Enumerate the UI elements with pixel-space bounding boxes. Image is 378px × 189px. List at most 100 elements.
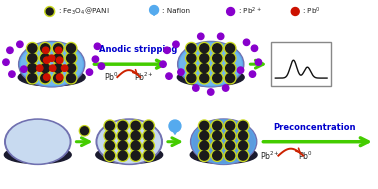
Circle shape <box>224 72 236 84</box>
Text: : Pb$^{2+}$: : Pb$^{2+}$ <box>238 6 261 17</box>
Circle shape <box>52 43 64 54</box>
Text: Preconcentration: Preconcentration <box>273 123 356 132</box>
Circle shape <box>105 131 114 140</box>
Circle shape <box>166 73 172 79</box>
Circle shape <box>131 141 140 150</box>
Circle shape <box>291 8 299 15</box>
Circle shape <box>173 41 179 47</box>
Circle shape <box>28 74 37 83</box>
Circle shape <box>144 141 153 150</box>
Circle shape <box>200 121 209 130</box>
Ellipse shape <box>179 42 243 86</box>
Circle shape <box>117 150 129 161</box>
Ellipse shape <box>5 146 71 164</box>
Circle shape <box>213 131 222 140</box>
Circle shape <box>118 141 127 150</box>
Circle shape <box>45 7 55 16</box>
Circle shape <box>198 140 210 152</box>
Circle shape <box>150 5 158 15</box>
Circle shape <box>237 150 249 161</box>
Circle shape <box>187 74 196 83</box>
Circle shape <box>255 59 262 65</box>
Circle shape <box>226 74 235 83</box>
Circle shape <box>105 151 114 160</box>
Circle shape <box>130 150 141 161</box>
Ellipse shape <box>5 119 71 164</box>
Circle shape <box>239 121 248 130</box>
Circle shape <box>131 131 140 140</box>
Circle shape <box>118 121 127 130</box>
Ellipse shape <box>98 120 161 164</box>
Circle shape <box>186 52 197 64</box>
Text: Anodic stripping: Anodic stripping <box>99 45 178 54</box>
Circle shape <box>67 44 76 53</box>
Circle shape <box>208 89 214 95</box>
Circle shape <box>56 57 63 63</box>
Circle shape <box>81 127 88 135</box>
Circle shape <box>237 130 249 142</box>
Circle shape <box>143 120 155 132</box>
Circle shape <box>187 44 196 53</box>
Circle shape <box>211 150 223 161</box>
Circle shape <box>239 131 248 140</box>
Ellipse shape <box>20 42 84 86</box>
Circle shape <box>130 130 141 142</box>
Circle shape <box>226 44 235 53</box>
Ellipse shape <box>6 120 70 164</box>
Circle shape <box>226 141 235 150</box>
Circle shape <box>54 54 63 63</box>
Circle shape <box>17 41 23 47</box>
Polygon shape <box>171 127 178 134</box>
Circle shape <box>56 47 62 53</box>
Circle shape <box>118 131 127 140</box>
Ellipse shape <box>191 119 257 164</box>
Circle shape <box>198 72 210 84</box>
Circle shape <box>187 64 196 73</box>
Circle shape <box>144 151 153 160</box>
Circle shape <box>213 64 222 73</box>
Circle shape <box>200 151 209 160</box>
Text: Pb$^{0}$: Pb$^{0}$ <box>298 149 313 162</box>
Circle shape <box>224 150 236 161</box>
Circle shape <box>105 121 114 130</box>
Circle shape <box>43 74 50 80</box>
Circle shape <box>39 62 51 74</box>
Circle shape <box>117 140 129 152</box>
Circle shape <box>226 54 235 63</box>
Circle shape <box>200 64 209 73</box>
Circle shape <box>143 140 155 152</box>
Circle shape <box>26 52 38 64</box>
Circle shape <box>239 141 248 150</box>
Circle shape <box>213 54 222 63</box>
Circle shape <box>213 151 222 160</box>
Polygon shape <box>152 12 156 15</box>
Circle shape <box>198 43 210 54</box>
Circle shape <box>131 121 140 130</box>
Circle shape <box>104 120 116 132</box>
Text: : Fe$_3$O$_4$@PANI: : Fe$_3$O$_4$@PANI <box>58 6 109 17</box>
Circle shape <box>52 72 64 84</box>
Circle shape <box>193 85 199 91</box>
Circle shape <box>237 67 244 73</box>
Circle shape <box>223 85 229 91</box>
Circle shape <box>43 47 49 53</box>
Circle shape <box>41 54 50 63</box>
Circle shape <box>7 47 13 53</box>
Circle shape <box>26 62 38 74</box>
Circle shape <box>28 54 37 63</box>
Circle shape <box>43 57 50 63</box>
Circle shape <box>224 140 236 152</box>
Circle shape <box>198 120 210 132</box>
Circle shape <box>211 43 223 54</box>
Circle shape <box>54 64 63 73</box>
Circle shape <box>3 59 9 65</box>
Circle shape <box>65 72 77 84</box>
Circle shape <box>28 44 37 53</box>
Circle shape <box>143 150 155 161</box>
Circle shape <box>62 65 68 71</box>
Circle shape <box>243 39 250 46</box>
Circle shape <box>224 62 236 74</box>
Ellipse shape <box>192 120 256 164</box>
Circle shape <box>41 44 50 53</box>
Circle shape <box>226 64 235 73</box>
